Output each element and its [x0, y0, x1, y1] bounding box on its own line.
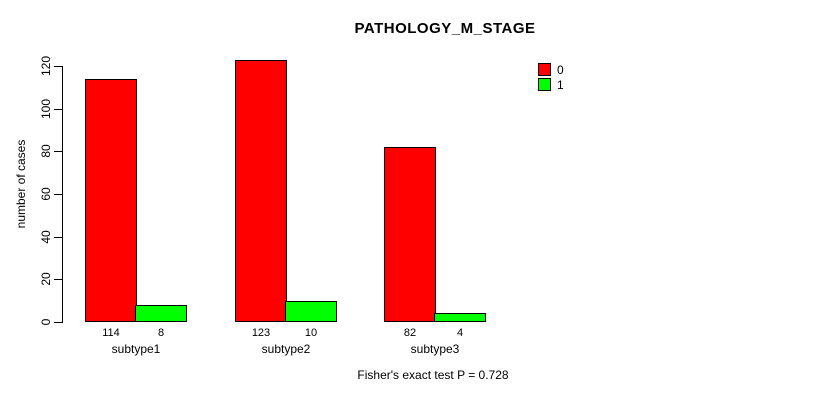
- y-tick-mark: [54, 151, 62, 152]
- y-tick-mark: [54, 279, 62, 280]
- bar-subtype2-series0: [235, 60, 287, 322]
- y-tick-mark: [54, 194, 62, 195]
- legend-entry: 1: [538, 77, 564, 92]
- y-tick-label: 120: [39, 55, 53, 77]
- x-axis-category-label: subtype2: [261, 342, 311, 356]
- bar-subtype2-series1: [285, 301, 337, 322]
- x-axis-category-label: subtype3: [410, 342, 460, 356]
- bar-subtype3-series1: [434, 313, 486, 322]
- y-axis: [62, 66, 63, 323]
- y-tick-label: 60: [39, 187, 53, 201]
- y-axis-label: number of cases: [14, 139, 28, 229]
- y-tick-mark: [54, 322, 62, 323]
- bar-subtype1-series1: [135, 305, 187, 322]
- y-tick-label: 0: [39, 318, 53, 326]
- y-tick-mark: [54, 109, 62, 110]
- y-tick-mark: [54, 66, 62, 67]
- y-tick-label: 100: [39, 98, 53, 120]
- y-tick-label: 40: [39, 230, 53, 244]
- bar-subtype3-series0: [384, 147, 436, 322]
- legend-entry: 0: [538, 62, 564, 77]
- bar-value-label: 114: [102, 327, 120, 339]
- bar-value-label: 123: [251, 327, 271, 339]
- y-tick-mark: [54, 237, 62, 238]
- chart-title: PATHOLOGY_M_STAGE: [354, 20, 536, 37]
- bar-value-label: 4: [456, 327, 464, 339]
- y-tick-label: 80: [39, 144, 53, 158]
- y-tick-label: 20: [39, 272, 53, 286]
- legend-label: 1: [557, 77, 564, 92]
- legend-swatch-1: [538, 78, 551, 91]
- bar-subtype1-series0: [85, 79, 137, 322]
- bar-value-label: 82: [403, 327, 417, 339]
- legend-swatch-0: [538, 63, 551, 76]
- legend-label: 0: [557, 62, 564, 77]
- x-axis-category-label: subtype1: [111, 342, 161, 356]
- bar-value-label: 10: [304, 327, 318, 339]
- stat-annotation: Fisher's exact test P = 0.728: [357, 368, 509, 382]
- bar-value-label: 8: [157, 327, 165, 339]
